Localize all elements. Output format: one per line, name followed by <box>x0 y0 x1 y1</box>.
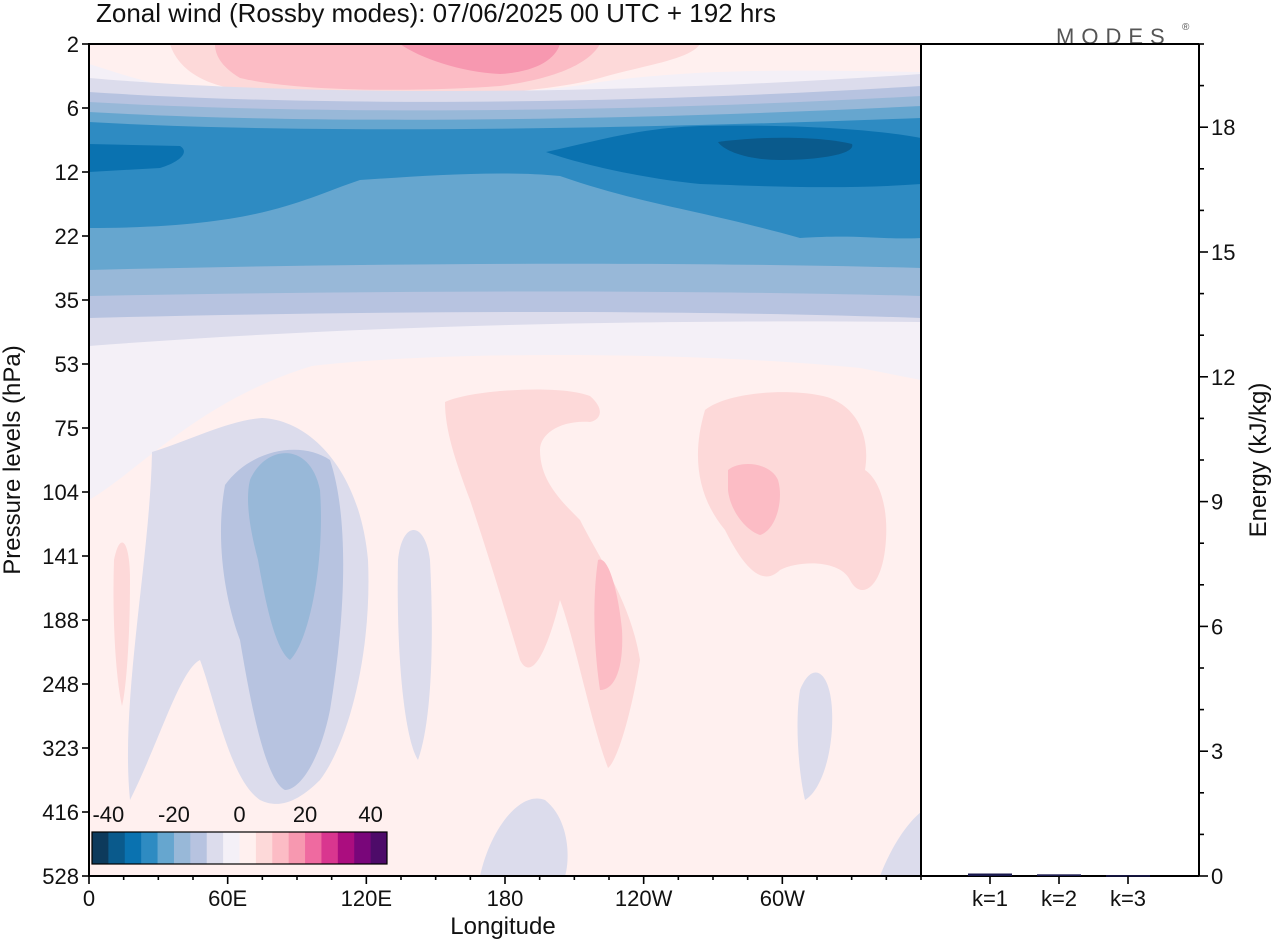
contour-blob-neg4 <box>397 530 432 760</box>
x-axis: 0 60E 120E 180 120W 60W <box>83 876 922 911</box>
contour-band-blue6 <box>89 125 921 188</box>
energy-bars <box>968 873 1150 877</box>
energy-y-tick-label: 0 <box>1211 864 1223 889</box>
contour-blob-pos2 <box>594 559 623 690</box>
colorbar: -40 -20 0 20 40 <box>91 802 388 865</box>
colorbar-tick-label: 20 <box>293 802 317 827</box>
x-tick-label: 120E <box>341 886 392 911</box>
y-tick-label: 75 <box>55 416 79 441</box>
heatmap-panel: 2 6 12 22 35 53 75 104 141 188 248 323 416 528 0 60E 12… <box>0 32 922 940</box>
colorbar-swatch <box>321 832 339 864</box>
colorbar-swatch <box>239 832 257 864</box>
y-tick-label: 104 <box>42 480 79 505</box>
contour-blob-neg6 <box>480 798 568 876</box>
contour-band-blue7 <box>718 137 853 160</box>
x-tick-label: 0 <box>83 886 95 911</box>
y-tick-label: 141 <box>42 544 79 569</box>
y-tick-label: 323 <box>42 736 79 761</box>
colorbar-frame <box>91 831 388 865</box>
y-tick-label: 22 <box>55 224 79 249</box>
contour-blob-neg3 <box>247 453 321 660</box>
colorbar-tick-label: -20 <box>158 802 190 827</box>
contour-blob-pos4 <box>728 464 780 535</box>
y-tick-label: 188 <box>42 608 79 633</box>
colorbar-swatch <box>370 832 388 864</box>
y-tick-label: 2 <box>67 32 79 57</box>
y-axis-title: Pressure levels (hPa) <box>0 345 26 574</box>
energy-axis-title: Energy (kJ/kg) <box>1245 383 1272 538</box>
energy-bar <box>1106 875 1150 877</box>
y-tick-label: 416 <box>42 800 79 825</box>
colorbar-swatch <box>288 832 306 864</box>
colorbar-tick-label: 0 <box>233 802 245 827</box>
colorbar-tick-label: -40 <box>92 802 124 827</box>
colorbar-swatch <box>92 832 109 864</box>
y-tick-label: 53 <box>55 352 79 377</box>
y-tick-label: 248 <box>42 672 79 697</box>
contour-blob-pos3 <box>697 392 887 590</box>
energy-y-tick-label: 12 <box>1211 365 1235 390</box>
contour-blob-neg5 <box>797 672 833 800</box>
colorbar-swatch <box>337 832 355 864</box>
colorbar-swatch <box>354 832 372 864</box>
energy-bar <box>968 873 1012 876</box>
energy-x-axis: k=1 k=2 k=3 <box>972 876 1146 911</box>
colorbar-swatch <box>108 832 126 864</box>
x-tick-label: 120W <box>615 886 673 911</box>
y-tick-label: 35 <box>55 288 79 313</box>
modes-logo: MODES <box>1056 24 1172 49</box>
chart-title: Zonal wind (Rossby modes): 07/06/2025 00… <box>96 0 776 28</box>
energy-y-tick-label: 9 <box>1211 490 1223 515</box>
colorbar-swatch <box>206 832 224 864</box>
colorbar-swatch <box>157 832 175 864</box>
energy-y-tick-label: 18 <box>1211 115 1235 140</box>
contour-blob-pos1 <box>445 389 640 768</box>
energy-x-tick-label: k=2 <box>1041 886 1077 911</box>
colorbar-swatch <box>305 832 322 864</box>
x-axis-title: Longitude <box>450 913 555 940</box>
energy-y-tick-label: 6 <box>1211 614 1223 639</box>
y-tick-label: 6 <box>67 96 79 121</box>
y-tick-label: 528 <box>42 864 79 889</box>
colorbar-swatch <box>223 832 240 864</box>
energy-bar <box>1037 874 1081 876</box>
colorbar-swatch <box>124 832 142 864</box>
colorbar-swatch <box>255 832 273 864</box>
energy-y-axis: 0 3 6 9 12 15 18 <box>1199 43 1235 889</box>
contour-blob-pos5 <box>113 542 130 706</box>
contour-fills <box>89 44 921 876</box>
energy-y-tick-label: 3 <box>1211 739 1223 764</box>
colorbar-tick-label: 40 <box>358 802 382 827</box>
modes-logo-mark: ® <box>1182 22 1190 33</box>
y-axis: 2 6 12 22 35 53 75 104 141 188 248 323 416 528 <box>42 32 89 889</box>
x-tick-label: 60E <box>208 886 247 911</box>
colorbar-swatch <box>272 832 290 864</box>
energy-x-tick-label: k=1 <box>972 886 1008 911</box>
y-tick-label: 12 <box>55 160 79 185</box>
energy-panel: 0 3 6 9 12 15 18 k=1 k=2 k=3 Energy (kJ/kg) <box>920 43 1272 911</box>
x-tick-label: 60W <box>760 886 805 911</box>
contour-blob-neg7 <box>880 812 921 876</box>
colorbar-swatch <box>190 832 208 864</box>
contour-band-top-pink4 <box>400 44 560 74</box>
energy-x-tick-label: k=3 <box>1110 886 1146 911</box>
colorbar-swatch <box>141 832 159 864</box>
colorbar-swatch <box>173 832 191 864</box>
x-tick-label: 180 <box>487 886 524 911</box>
energy-y-tick-label: 15 <box>1211 240 1235 265</box>
